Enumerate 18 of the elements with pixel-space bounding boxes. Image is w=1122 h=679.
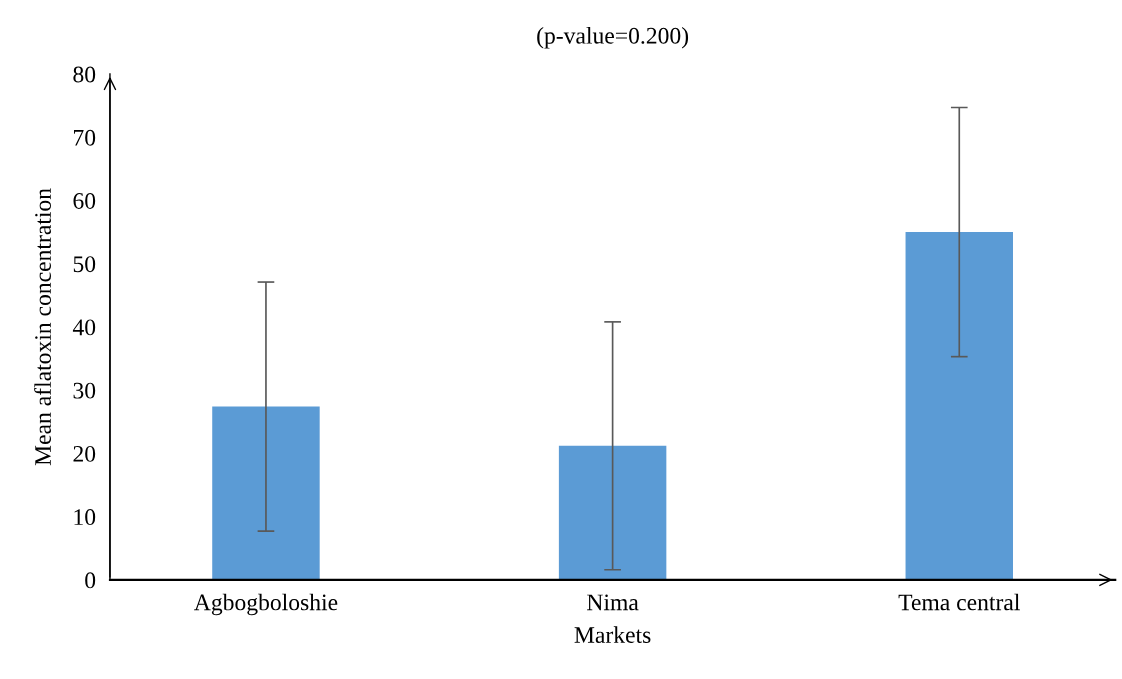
y-tick-label: 20 [73,445,96,462]
bar [212,406,320,580]
x-axis-title: Markets [574,626,651,643]
bar [558,445,667,580]
y-tick-label: 80 [73,66,96,83]
x-tick-label: Tema central [898,593,1020,611]
x-tick-label: Nima [587,594,639,611]
y-tick-label: 30 [73,382,96,399]
y-tick-label: 50 [73,256,96,273]
y-tick-label: 0 [85,572,96,589]
y-tick-label: 60 [73,192,96,209]
x-tick-label: Agbogboloshie [194,593,338,616]
y-axis-title: Mean aflatoxin concentration [34,188,51,466]
bar [905,232,1013,580]
y-tick-label: 40 [72,319,96,336]
y-tick-label: 70 [74,129,96,146]
chart-title: (p-value=0.200) [537,27,689,49]
y-tick-label: 10 [74,509,96,526]
